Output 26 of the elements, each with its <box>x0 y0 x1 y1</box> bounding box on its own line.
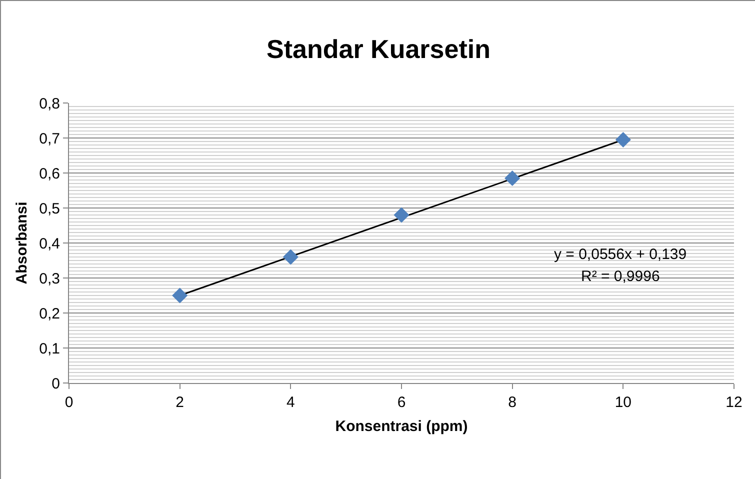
y-axis-title: Absorbansi <box>13 202 30 284</box>
annotation: R² = 0,9996 <box>581 268 660 285</box>
point <box>504 170 520 186</box>
x-axis-title: Konsentrasi (ppm) <box>335 418 468 435</box>
point <box>394 207 410 223</box>
y-tick-label: 0,5 <box>39 200 60 218</box>
y-tick-label: 0,2 <box>39 305 60 322</box>
chart-title: Standar Kuarsetin <box>266 34 490 64</box>
x-tick-label: 8 <box>508 394 516 411</box>
y-tick-label: 0,4 <box>39 235 60 252</box>
y-tick-label: 0 <box>52 375 60 392</box>
x-tick-label: 10 <box>614 394 632 411</box>
point <box>282 249 298 265</box>
point <box>172 288 188 304</box>
y-tick-label: 0,7 <box>39 130 60 148</box>
point <box>615 132 631 148</box>
annotation: y = 0,0556x + 0,139 <box>554 246 687 263</box>
y-tick-label: 0,3 <box>39 270 60 288</box>
y-tick-label: 0,1 <box>39 340 60 358</box>
x-tick-label: 4 <box>286 394 295 411</box>
x-tick-label: 12 <box>726 394 742 411</box>
y-tick-label: 0,8 <box>39 95 60 112</box>
y-tick-label: 0,6 <box>39 165 60 182</box>
x-tick-label: 2 <box>176 394 184 411</box>
x-tick-label: 6 <box>397 394 406 411</box>
x-tick-label: 0 <box>64 394 74 411</box>
